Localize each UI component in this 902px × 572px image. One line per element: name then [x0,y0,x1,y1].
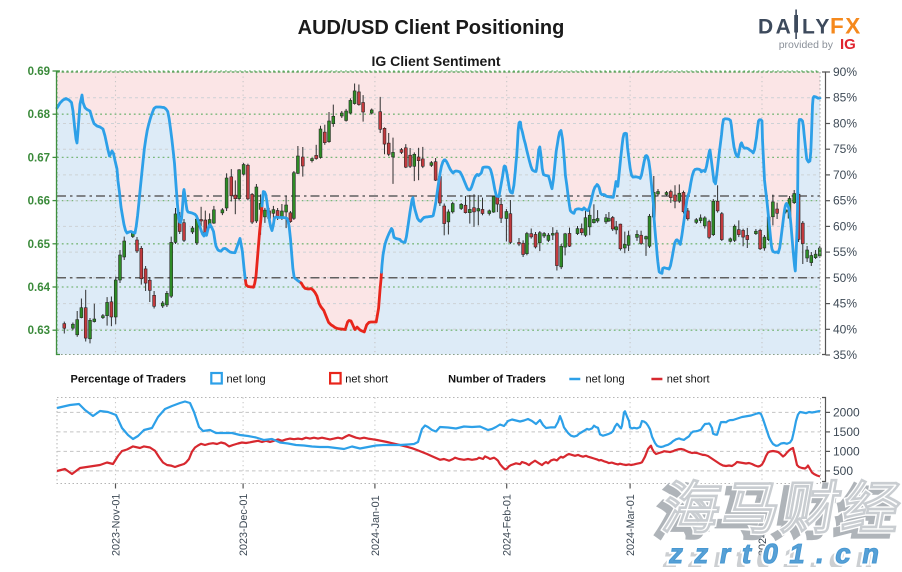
svg-text:0.65: 0.65 [28,239,51,251]
svg-text:75%: 75% [833,142,857,156]
svg-text:IG Client Sentiment: IG Client Sentiment [371,53,500,69]
svg-text:2000: 2000 [833,405,860,419]
svg-text:2024-Jan-01: 2024-Jan-01 [370,495,382,556]
svg-text:zzrt01.cn: zzrt01.cn [667,538,894,567]
svg-text:DA: DA [758,16,793,39]
svg-text:0.69: 0.69 [28,66,50,78]
svg-text:IG: IG [840,36,856,53]
svg-text:2023-Nov-01: 2023-Nov-01 [111,494,123,556]
svg-text:2024-Mar-01: 2024-Mar-01 [625,494,637,556]
svg-text:FX: FX [830,14,862,39]
svg-text:AUD/USD Client Positioning: AUD/USD Client Positioning [298,17,565,39]
svg-text:net short: net short [345,374,388,386]
svg-text:1500: 1500 [833,425,860,439]
svg-text:90%: 90% [833,65,857,79]
svg-text:zzrt01.cn: zzrt01.cn [667,538,894,567]
svg-text:500: 500 [833,464,853,478]
svg-text:2023-Dec-01: 2023-Dec-01 [238,494,250,556]
svg-text:65%: 65% [833,194,857,208]
svg-text:0.68: 0.68 [28,109,51,121]
svg-text:0.64: 0.64 [28,282,51,294]
svg-text:70%: 70% [833,168,857,182]
svg-text:80%: 80% [833,117,857,131]
svg-text:1000: 1000 [833,444,860,458]
svg-text:LY: LY [802,16,832,39]
svg-text:35%: 35% [833,348,857,362]
svg-text:0.66: 0.66 [28,196,50,208]
svg-text:55%: 55% [833,245,857,259]
svg-text:net long: net long [586,374,625,386]
svg-text:45%: 45% [833,297,857,311]
svg-text:85%: 85% [833,91,857,105]
svg-text:海马财经: 海马财经 [658,477,902,541]
svg-text:海马财经: 海马财经 [658,477,902,541]
svg-text:60%: 60% [833,219,857,233]
svg-text:2024-Feb-01: 2024-Feb-01 [502,494,514,556]
svg-text:海马财经: 海马财经 [651,482,902,546]
svg-text:Number of Traders: Number of Traders [448,374,546,386]
svg-text:2024-Apr-01: 2024-Apr-01 [757,496,769,556]
svg-text:provided by: provided by [779,39,834,51]
svg-text:40%: 40% [833,322,857,336]
svg-text:0.63: 0.63 [28,325,50,337]
svg-text:net short: net short [667,374,710,386]
svg-text:50%: 50% [833,271,857,285]
svg-text:net long: net long [227,374,266,386]
svg-text:Percentage of Traders: Percentage of Traders [71,374,187,386]
svg-text:0.67: 0.67 [28,152,50,164]
